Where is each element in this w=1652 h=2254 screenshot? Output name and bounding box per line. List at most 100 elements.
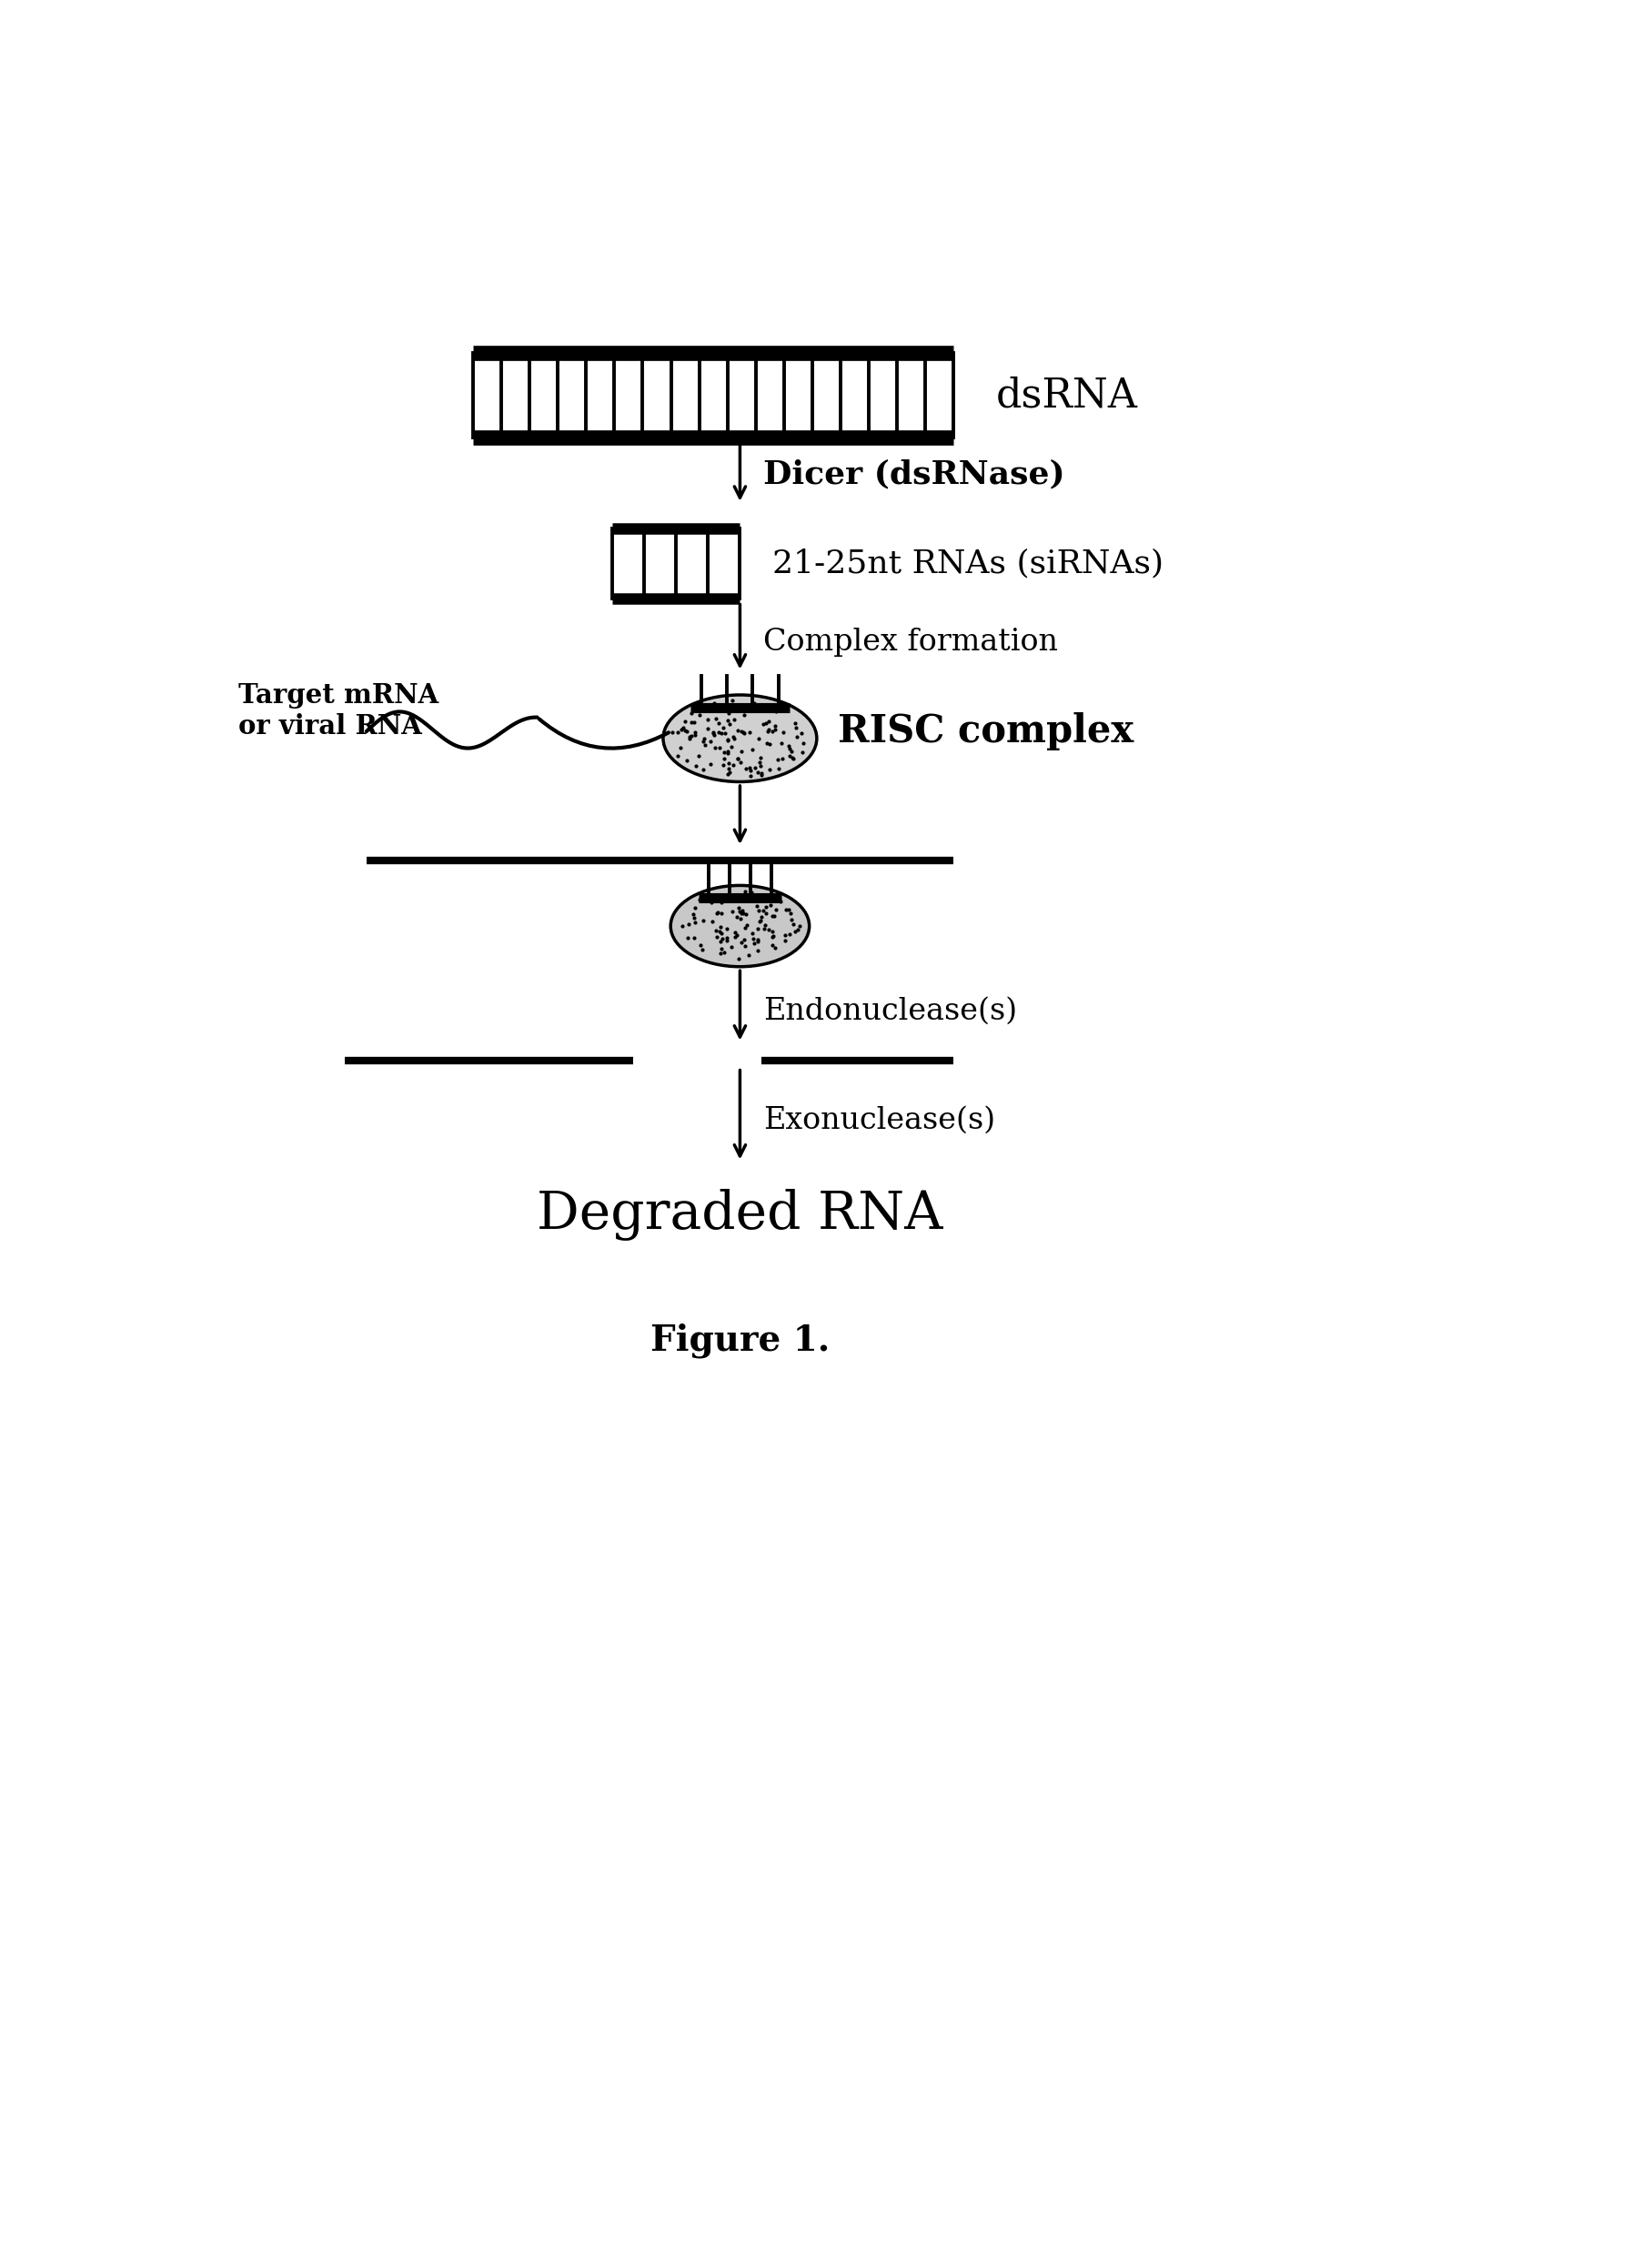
Point <box>732 715 758 751</box>
Point <box>707 913 733 949</box>
Point <box>778 902 805 938</box>
Point <box>709 920 735 956</box>
Point <box>747 904 773 940</box>
Point <box>672 712 699 748</box>
Point <box>710 746 737 782</box>
Point <box>776 917 803 953</box>
Point <box>732 911 758 947</box>
Point <box>674 920 700 956</box>
Point <box>720 879 747 915</box>
Point <box>747 902 773 938</box>
Ellipse shape <box>662 694 816 782</box>
Point <box>691 753 717 789</box>
Point <box>752 911 778 947</box>
Point <box>687 881 714 917</box>
Point <box>783 706 809 742</box>
Point <box>682 717 709 753</box>
Point <box>707 884 733 920</box>
Point <box>681 897 707 933</box>
Point <box>669 908 695 944</box>
Point <box>765 751 791 787</box>
Point <box>719 893 745 929</box>
Point <box>667 730 694 766</box>
Point <box>719 728 745 764</box>
Point <box>715 744 742 780</box>
Point <box>710 935 737 971</box>
Point <box>755 703 781 739</box>
Point <box>755 712 781 748</box>
Point <box>677 717 704 753</box>
Point <box>707 924 733 960</box>
Point <box>745 755 771 791</box>
Point <box>674 742 700 778</box>
Point <box>752 888 778 924</box>
Point <box>757 888 783 924</box>
Point <box>738 915 765 951</box>
Point <box>775 893 801 929</box>
Text: Degraded RNA: Degraded RNA <box>537 1188 943 1240</box>
Point <box>722 913 748 949</box>
Point <box>750 706 776 742</box>
Point <box>692 726 719 762</box>
Text: Figure 1.: Figure 1. <box>651 1323 829 1359</box>
Point <box>715 721 742 757</box>
Text: RISC complex: RISC complex <box>838 712 1133 751</box>
Point <box>758 715 785 751</box>
Point <box>750 893 776 929</box>
Point <box>745 911 771 947</box>
Point <box>681 904 707 940</box>
Point <box>705 715 732 751</box>
Point <box>727 744 753 780</box>
Point <box>788 715 814 751</box>
Point <box>676 906 702 942</box>
Point <box>659 715 686 751</box>
Point <box>717 706 743 742</box>
Point <box>704 895 730 931</box>
Point <box>724 917 750 953</box>
Point <box>778 895 805 931</box>
Point <box>704 917 730 953</box>
Point <box>780 906 806 942</box>
Point <box>780 742 806 778</box>
Point <box>715 703 742 739</box>
Point <box>714 721 740 757</box>
Point <box>709 715 735 751</box>
Point <box>758 899 785 935</box>
Text: Endonuclease(s): Endonuclease(s) <box>763 996 1018 1026</box>
Point <box>702 730 729 766</box>
Point <box>720 721 747 757</box>
Point <box>704 895 730 931</box>
Point <box>762 929 788 965</box>
Point <box>738 875 765 911</box>
Text: Target mRNA
or viral RNA: Target mRNA or viral RNA <box>238 683 439 739</box>
Point <box>729 895 755 931</box>
Point <box>737 715 763 751</box>
Point <box>783 710 809 746</box>
Point <box>682 748 709 784</box>
Point <box>763 881 790 917</box>
Point <box>729 733 755 769</box>
Point <box>765 742 791 778</box>
Point <box>681 899 707 935</box>
Point <box>753 895 780 931</box>
Point <box>722 920 748 956</box>
Point <box>747 877 773 913</box>
Point <box>760 920 786 956</box>
Point <box>691 724 717 760</box>
FancyArrowPatch shape <box>539 719 669 748</box>
Point <box>676 721 702 757</box>
Point <box>762 708 788 744</box>
Text: Complex formation: Complex formation <box>763 627 1057 656</box>
Point <box>715 694 742 730</box>
Point <box>691 721 717 757</box>
Point <box>763 692 790 728</box>
Point <box>745 922 771 958</box>
Point <box>762 712 788 748</box>
Point <box>710 710 737 746</box>
Point <box>730 922 757 958</box>
Point <box>775 728 801 764</box>
Point <box>700 685 727 721</box>
Point <box>705 730 732 766</box>
Point <box>747 877 773 913</box>
Point <box>740 920 767 956</box>
